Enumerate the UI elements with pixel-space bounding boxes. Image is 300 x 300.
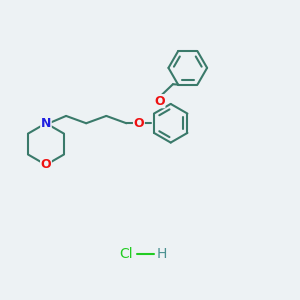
Text: H: H [157, 247, 167, 261]
Text: O: O [41, 158, 51, 171]
Text: N: N [41, 117, 51, 130]
Text: O: O [134, 117, 144, 130]
Text: O: O [154, 95, 165, 108]
Text: Cl: Cl [119, 247, 133, 261]
